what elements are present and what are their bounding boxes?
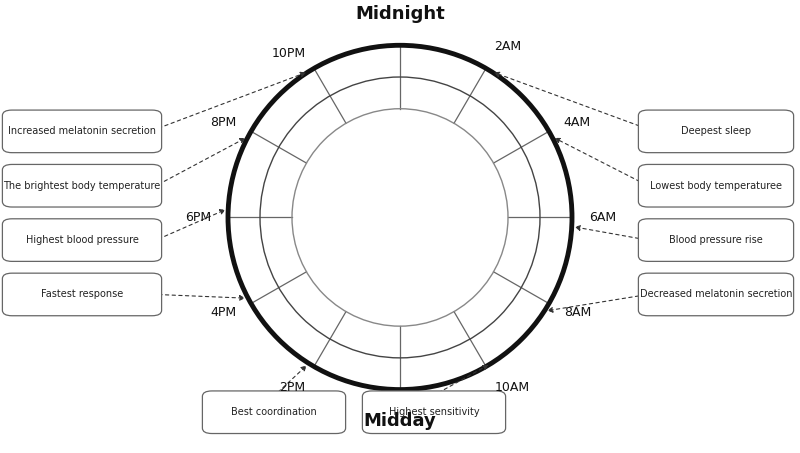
- Text: The brightest body temperature: The brightest body temperature: [3, 181, 161, 191]
- FancyBboxPatch shape: [2, 164, 162, 207]
- Text: 2AM: 2AM: [494, 40, 522, 53]
- Text: 2PM: 2PM: [279, 381, 306, 395]
- Text: 8PM: 8PM: [210, 116, 236, 129]
- Text: Lowest body temperaturee: Lowest body temperaturee: [650, 181, 782, 191]
- Text: Best coordination: Best coordination: [231, 407, 317, 417]
- FancyBboxPatch shape: [2, 219, 162, 261]
- FancyBboxPatch shape: [362, 391, 506, 434]
- Text: 4AM: 4AM: [564, 116, 591, 129]
- FancyBboxPatch shape: [638, 273, 794, 316]
- Text: Decreased melatonin secretion: Decreased melatonin secretion: [640, 289, 792, 299]
- Text: 6AM: 6AM: [589, 211, 616, 224]
- Text: 6PM: 6PM: [185, 211, 210, 224]
- Text: 10PM: 10PM: [271, 47, 306, 60]
- Text: Midday: Midday: [364, 412, 436, 430]
- Text: Deepest sleep: Deepest sleep: [681, 126, 751, 136]
- FancyBboxPatch shape: [2, 273, 162, 316]
- FancyBboxPatch shape: [638, 219, 794, 261]
- FancyBboxPatch shape: [2, 110, 162, 153]
- Text: 10AM: 10AM: [494, 381, 530, 395]
- FancyBboxPatch shape: [638, 110, 794, 153]
- Text: Highest sensitivity: Highest sensitivity: [389, 407, 479, 417]
- Text: 4PM: 4PM: [210, 306, 236, 318]
- Text: Blood pressure rise: Blood pressure rise: [669, 235, 763, 245]
- Text: Increased melatonin secretion: Increased melatonin secretion: [8, 126, 156, 136]
- Text: Midnight: Midnight: [355, 5, 445, 23]
- Text: Highest blood pressure: Highest blood pressure: [26, 235, 138, 245]
- FancyBboxPatch shape: [202, 391, 346, 434]
- Text: 8AM: 8AM: [564, 306, 591, 318]
- Text: Fastest response: Fastest response: [41, 289, 123, 299]
- FancyBboxPatch shape: [638, 164, 794, 207]
